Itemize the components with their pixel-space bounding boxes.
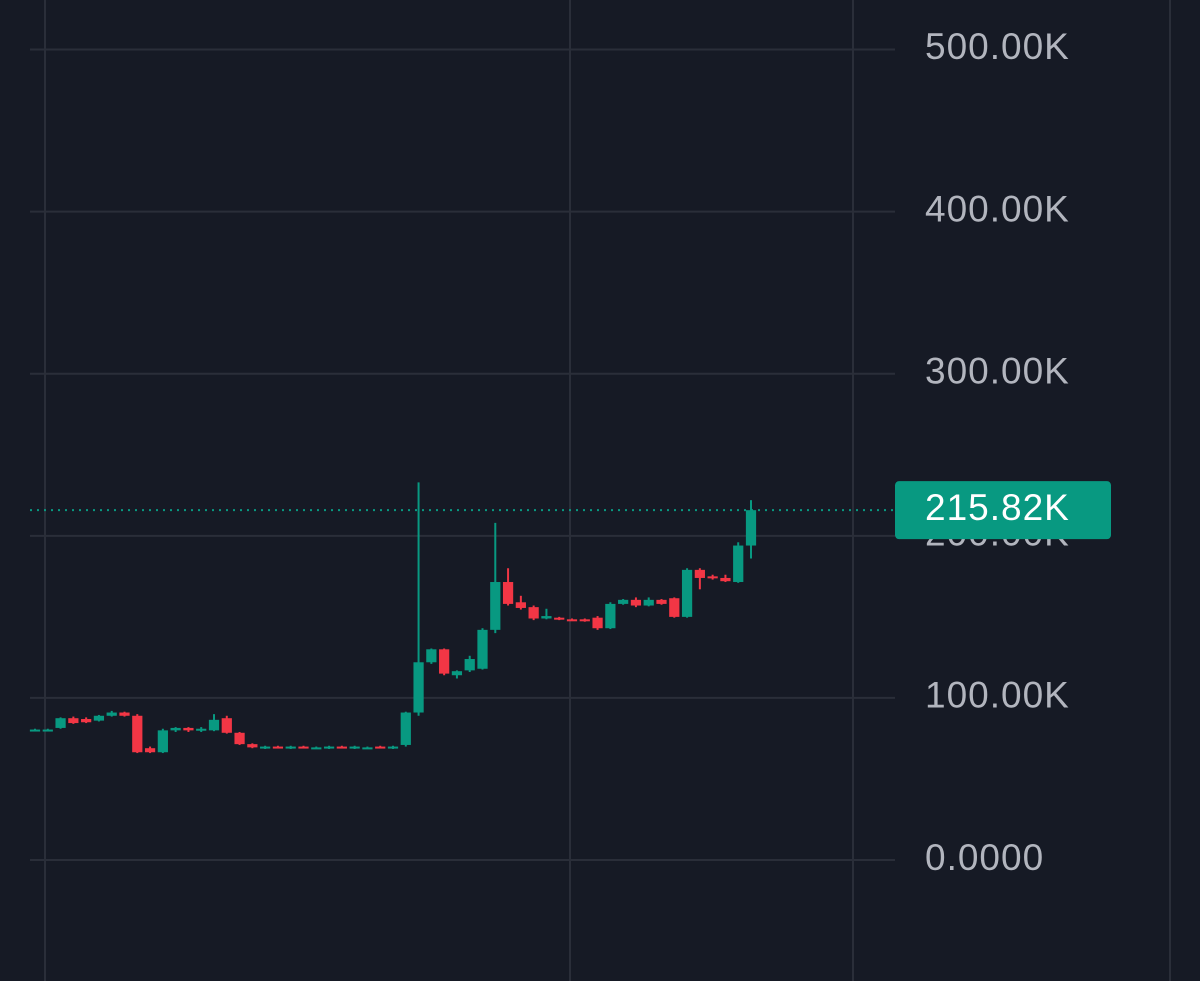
candle-body <box>298 746 309 749</box>
candle-body <box>208 719 220 731</box>
candle-body <box>234 732 245 745</box>
candle-body <box>541 616 552 619</box>
candle-body <box>323 746 335 749</box>
candle-body <box>157 730 168 753</box>
candle-body <box>375 746 386 749</box>
candle-body <box>93 715 105 721</box>
candle-body <box>694 569 705 578</box>
candle-body <box>515 602 526 608</box>
candle-body <box>605 603 616 629</box>
candle-body <box>745 510 757 546</box>
candle-body <box>336 746 347 749</box>
candle-body <box>630 599 642 606</box>
candle-body <box>81 719 92 723</box>
candle-body <box>669 598 680 617</box>
candle-body <box>528 607 539 619</box>
candle-body <box>464 659 475 671</box>
candle-body <box>707 576 718 579</box>
candle-body <box>502 582 514 604</box>
candle-body <box>579 619 590 622</box>
candle-body <box>413 662 424 713</box>
candle-body <box>362 747 373 750</box>
candle-body <box>68 718 79 724</box>
candle-body <box>196 728 207 731</box>
candle-body <box>451 671 463 676</box>
candle-body <box>720 577 731 582</box>
candle-body <box>439 649 450 674</box>
candle-body <box>119 712 130 716</box>
y-tick-label: 300.00K <box>925 350 1070 391</box>
candle-body <box>618 599 629 604</box>
candle-body <box>554 617 565 620</box>
candle-body <box>566 619 578 622</box>
candle-body <box>349 746 360 749</box>
y-tick-label: 0.0000 <box>925 837 1044 878</box>
candle-body <box>247 744 258 748</box>
candle-body <box>311 747 322 750</box>
candle-body <box>426 649 437 663</box>
candle-body <box>106 712 117 716</box>
candle-body <box>260 746 271 749</box>
candle-body <box>272 746 284 749</box>
candle-body <box>285 746 296 749</box>
candle-body <box>144 748 156 753</box>
candle-body <box>643 599 654 606</box>
candle-body <box>29 729 41 732</box>
candle-body <box>132 715 143 753</box>
y-tick-label: 400.00K <box>925 188 1070 229</box>
y-tick-label: 100.00K <box>925 675 1070 716</box>
candle-body <box>221 718 232 733</box>
candle-body <box>55 718 66 728</box>
candle-body <box>387 746 399 749</box>
candle-body <box>490 582 501 630</box>
candle-body <box>592 617 603 629</box>
candle-body <box>733 545 744 583</box>
candle-body <box>42 729 53 732</box>
vertical-grid <box>44 0 1171 981</box>
candle-body <box>170 727 181 731</box>
candle-body <box>656 599 667 604</box>
candle-body <box>477 629 488 669</box>
last-price-label: 215.82K <box>925 487 1070 528</box>
candle-body <box>183 727 194 731</box>
candle-body <box>400 712 411 745</box>
candle-body <box>681 569 693 617</box>
last-price-box <box>895 481 1111 540</box>
y-tick-label: 500.00K <box>925 26 1070 67</box>
